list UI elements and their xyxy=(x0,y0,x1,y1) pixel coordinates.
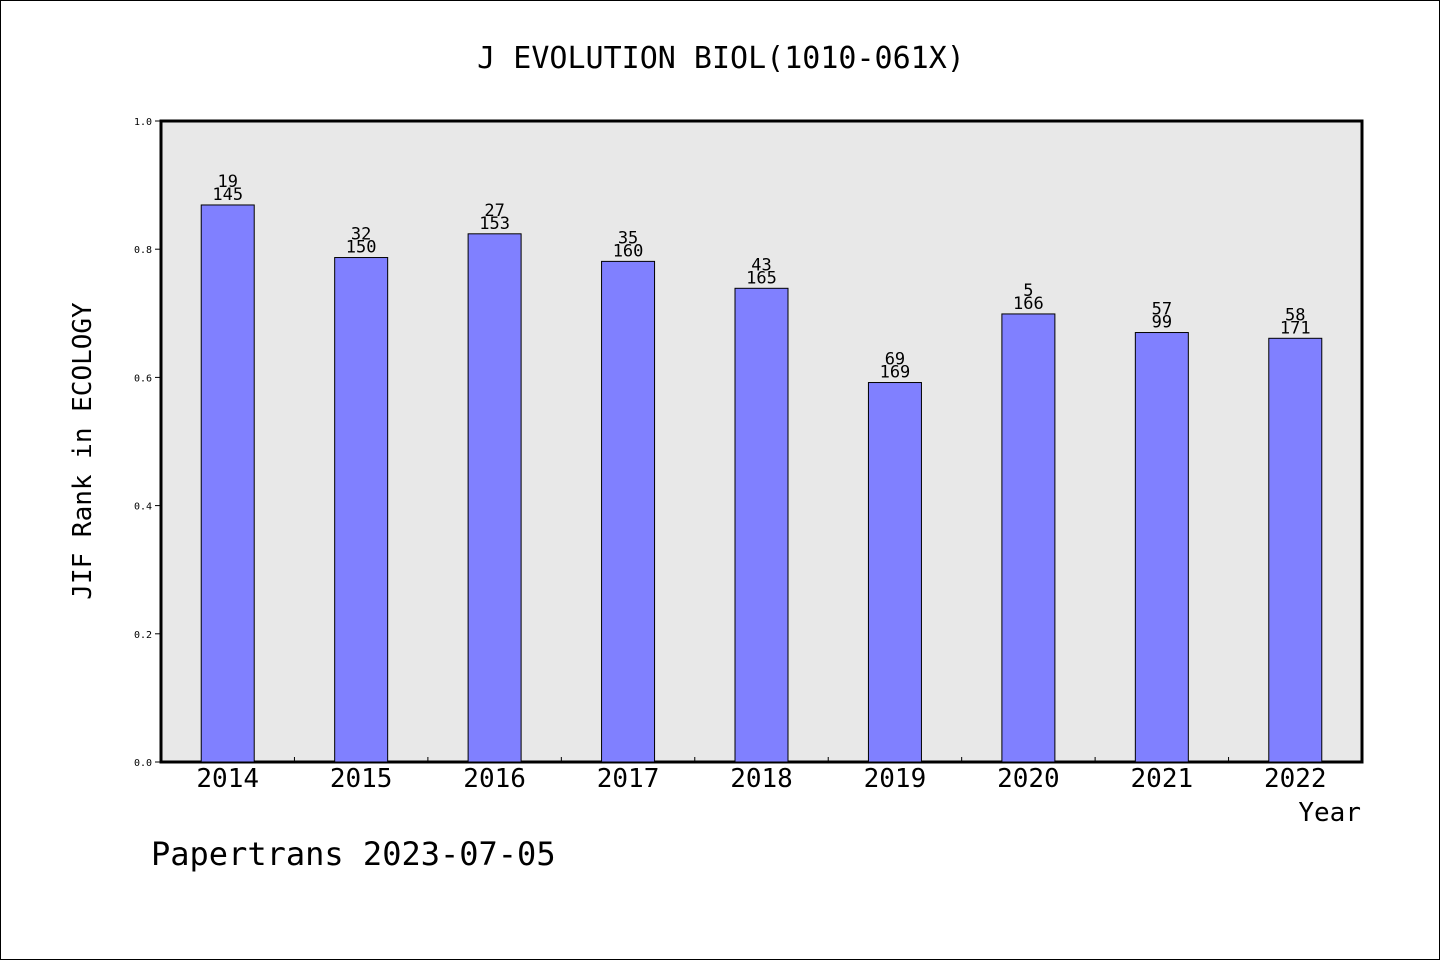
y-axis-label: JIF Rank in ECOLOGY xyxy=(68,302,98,600)
x-tick-label: 2019 xyxy=(864,764,927,794)
bar-rank-label: 58 xyxy=(1285,305,1305,325)
x-tick-label: 2016 xyxy=(463,764,526,794)
y-tick-label: 1.0 xyxy=(134,117,152,128)
x-tick-label: 2018 xyxy=(730,764,793,794)
y-tick-label: 0.2 xyxy=(134,630,152,641)
bar-total-label: 169 xyxy=(880,363,911,383)
bar-total-label: 99 xyxy=(1152,313,1172,333)
x-tick-label: 2017 xyxy=(597,764,660,794)
bar-total-label: 153 xyxy=(479,214,510,234)
y-tick-label: 0.6 xyxy=(134,373,152,384)
bar-total-label: 165 xyxy=(746,268,777,288)
bar-total-label: 166 xyxy=(1013,294,1044,314)
footer-text: Papertrans 2023-07-05 xyxy=(151,835,556,873)
y-tick-label: 0.0 xyxy=(134,758,152,769)
bars xyxy=(200,204,1323,763)
bar-2019 xyxy=(867,382,922,763)
y-axis: 0.0 0.2 0.4 0.6 0.8 1.0 xyxy=(134,117,161,769)
x-axis-label: Year xyxy=(1298,798,1361,828)
bar-rank-label: 32 xyxy=(351,225,371,245)
bar-total-label: 171 xyxy=(1280,318,1311,338)
x-tick-label: 2014 xyxy=(196,764,259,794)
bar-rank-label: 35 xyxy=(618,228,638,248)
x-tick-label: 2015 xyxy=(330,764,393,794)
x-axis: 2014 2015 2016 2017 2018 2019 2020 2021 2022 xyxy=(196,757,1327,794)
bar-2017 xyxy=(601,260,656,763)
bar-total-label: 150 xyxy=(346,238,377,258)
bar-2016 xyxy=(467,233,522,763)
bar-rank-label: 69 xyxy=(885,350,905,370)
bar-rank-label: 57 xyxy=(1152,300,1172,320)
bar-2022 xyxy=(1268,337,1323,763)
x-tick-label: 2022 xyxy=(1264,764,1327,794)
bar-total-label: 160 xyxy=(613,241,644,261)
y-tick-label: 0.8 xyxy=(134,245,152,256)
bar-rank-label: 27 xyxy=(484,201,504,221)
chart-title: J EVOLUTION BIOL(1010-061X) xyxy=(477,41,965,76)
bar-rank-label: 5 xyxy=(1023,281,1033,301)
bar-rank-label: 19 xyxy=(217,172,237,192)
bar-2014 xyxy=(200,204,255,763)
x-tick-label: 2021 xyxy=(1131,764,1194,794)
y-tick-label: 0.4 xyxy=(134,502,152,513)
bar-2020 xyxy=(1001,313,1056,763)
bar-2018 xyxy=(734,287,789,763)
bar-rank-label: 43 xyxy=(751,255,771,275)
x-tick-label: 2020 xyxy=(997,764,1060,794)
bar-2021 xyxy=(1134,332,1189,763)
bar-total-label: 145 xyxy=(212,185,243,205)
bar-2015 xyxy=(334,257,389,763)
